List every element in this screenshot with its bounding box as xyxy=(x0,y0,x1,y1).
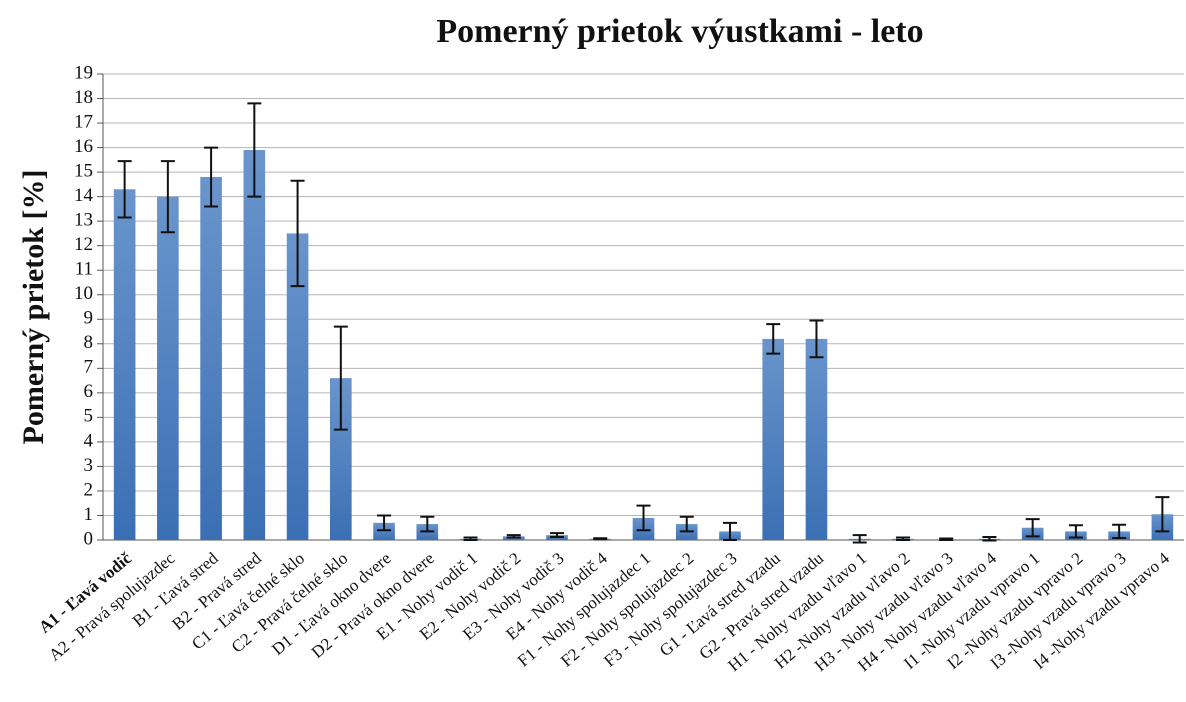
y-tick-label: 3 xyxy=(84,455,94,476)
y-tick-label: 0 xyxy=(84,528,94,549)
y-tick-label: 17 xyxy=(74,111,93,132)
error-bar xyxy=(852,534,867,544)
error-bar xyxy=(593,537,608,541)
error-bar xyxy=(939,537,954,541)
y-tick-label: 18 xyxy=(74,87,93,108)
error-bar xyxy=(247,102,262,198)
y-tick-label: 11 xyxy=(75,259,93,280)
error-bar xyxy=(550,532,565,539)
error-bar xyxy=(1068,524,1083,539)
error-bar xyxy=(636,504,651,532)
y-tick-label: 14 xyxy=(74,185,94,206)
error-bar xyxy=(290,179,305,288)
error-bar xyxy=(722,521,737,541)
y-tick-label: 7 xyxy=(84,357,94,378)
y-tick-label: 15 xyxy=(74,160,93,181)
error-bar xyxy=(679,515,694,533)
y-tick-label: 10 xyxy=(74,283,93,304)
y-tick-label: 5 xyxy=(84,406,94,427)
error-bar xyxy=(809,319,824,359)
error-bar xyxy=(160,160,175,234)
y-tick-label: 1 xyxy=(84,504,94,525)
error-bar xyxy=(420,515,435,533)
error-bar xyxy=(117,160,132,219)
bar xyxy=(200,177,222,540)
error-bar xyxy=(766,323,781,355)
error-bar xyxy=(463,536,478,541)
bar xyxy=(243,150,266,540)
bar xyxy=(805,338,828,540)
error-bar xyxy=(1025,518,1040,538)
y-axis-label: Pomerný prietok [%] xyxy=(17,170,50,445)
bar xyxy=(373,522,395,540)
bar xyxy=(157,196,179,540)
bar xyxy=(286,233,309,540)
error-bar xyxy=(982,536,997,542)
y-tick-label: 13 xyxy=(74,210,93,231)
y-tick-label: 6 xyxy=(84,381,94,402)
y-tick-label: 12 xyxy=(74,234,93,255)
error-bar xyxy=(377,514,392,532)
error-bar xyxy=(1112,523,1127,540)
chart-title: Pomerný prietok výustkami - leto xyxy=(436,13,923,50)
error-bar xyxy=(895,536,910,541)
error-bar xyxy=(204,146,219,208)
error-bar xyxy=(506,534,521,539)
y-tick-label: 8 xyxy=(84,332,94,353)
bar xyxy=(330,378,352,540)
bar xyxy=(113,189,136,540)
y-tick-label: 19 xyxy=(74,62,93,83)
error-bar xyxy=(1155,496,1170,533)
y-tick-label: 16 xyxy=(74,136,93,157)
y-tick-label: 2 xyxy=(84,479,94,500)
y-tick-label: 4 xyxy=(84,430,94,451)
bar xyxy=(762,338,785,540)
y-tick-label: 9 xyxy=(84,308,94,329)
error-bar xyxy=(333,325,348,431)
